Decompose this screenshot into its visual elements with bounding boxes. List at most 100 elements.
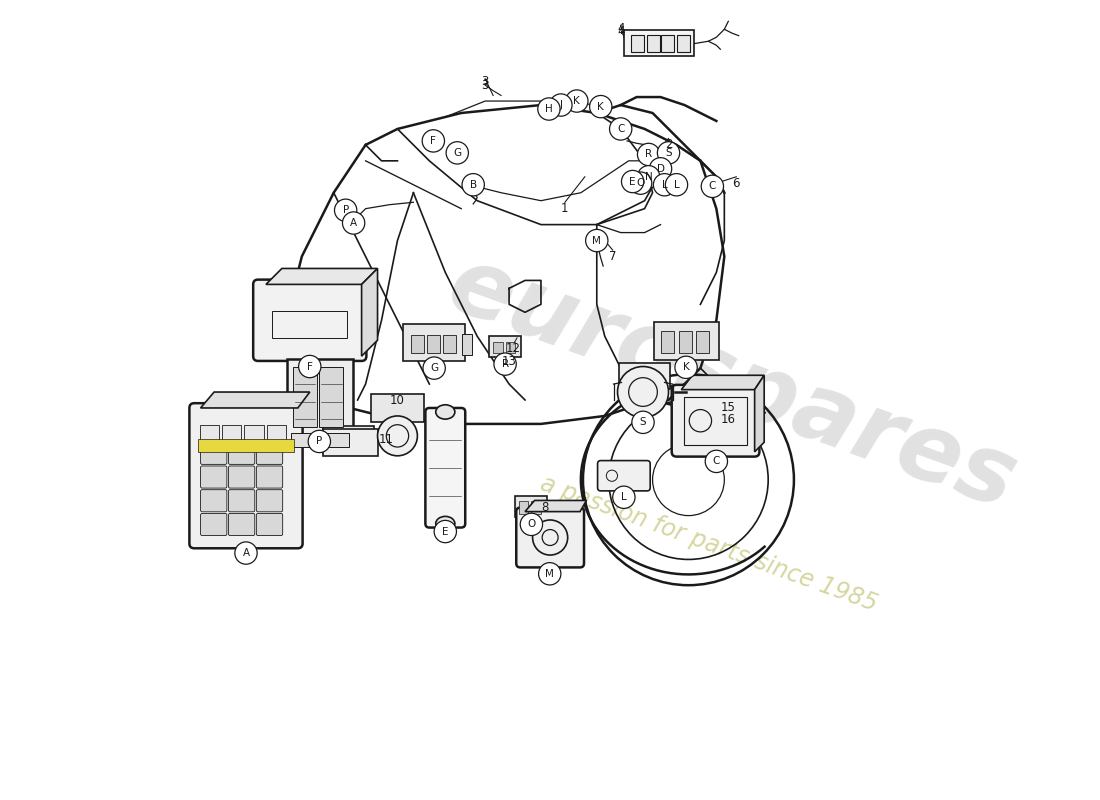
- Circle shape: [342, 212, 365, 234]
- Text: M: M: [546, 569, 554, 578]
- FancyBboxPatch shape: [198, 438, 294, 452]
- FancyBboxPatch shape: [256, 466, 283, 488]
- Text: 6: 6: [733, 177, 740, 190]
- Text: 7: 7: [609, 250, 616, 263]
- Text: R: R: [502, 359, 508, 369]
- Text: 4: 4: [617, 22, 625, 35]
- FancyBboxPatch shape: [619, 363, 670, 389]
- Text: 11: 11: [378, 434, 394, 446]
- FancyBboxPatch shape: [200, 514, 227, 535]
- Text: S: S: [666, 148, 672, 158]
- Circle shape: [234, 542, 257, 564]
- FancyBboxPatch shape: [229, 466, 255, 488]
- FancyBboxPatch shape: [266, 425, 286, 444]
- Circle shape: [617, 366, 669, 418]
- Text: N: N: [645, 172, 652, 182]
- FancyBboxPatch shape: [200, 425, 219, 444]
- FancyBboxPatch shape: [443, 335, 455, 353]
- FancyBboxPatch shape: [678, 35, 690, 53]
- Text: 15: 15: [720, 402, 736, 414]
- Circle shape: [653, 174, 675, 196]
- Circle shape: [539, 562, 561, 585]
- Text: F: F: [307, 362, 312, 371]
- FancyBboxPatch shape: [516, 508, 584, 567]
- FancyBboxPatch shape: [661, 35, 674, 53]
- FancyBboxPatch shape: [531, 502, 541, 514]
- Circle shape: [434, 520, 456, 542]
- Circle shape: [658, 142, 680, 164]
- FancyBboxPatch shape: [624, 30, 694, 56]
- Circle shape: [308, 430, 330, 453]
- Ellipse shape: [436, 405, 455, 419]
- Text: 3: 3: [482, 74, 488, 88]
- FancyBboxPatch shape: [229, 514, 255, 535]
- FancyBboxPatch shape: [403, 324, 465, 361]
- Text: L: L: [673, 180, 680, 190]
- Circle shape: [377, 416, 417, 456]
- Text: C: C: [708, 182, 716, 191]
- Circle shape: [637, 143, 660, 166]
- Polygon shape: [362, 269, 377, 356]
- Circle shape: [334, 199, 356, 222]
- Text: 2: 2: [664, 138, 672, 151]
- FancyBboxPatch shape: [222, 425, 241, 444]
- FancyBboxPatch shape: [322, 429, 377, 456]
- Text: G: G: [430, 363, 438, 373]
- FancyBboxPatch shape: [371, 394, 424, 422]
- Text: G: G: [453, 148, 461, 158]
- Text: E: E: [629, 177, 636, 186]
- Circle shape: [631, 411, 654, 434]
- Text: K: K: [573, 96, 580, 106]
- Text: K: K: [597, 102, 604, 112]
- Circle shape: [649, 158, 672, 180]
- Polygon shape: [266, 269, 377, 285]
- Text: B: B: [470, 180, 476, 190]
- Text: 13: 13: [502, 355, 517, 368]
- Circle shape: [424, 357, 446, 379]
- Circle shape: [538, 98, 560, 120]
- FancyBboxPatch shape: [679, 331, 692, 353]
- FancyBboxPatch shape: [661, 331, 674, 353]
- Ellipse shape: [436, 516, 455, 530]
- FancyBboxPatch shape: [493, 342, 503, 353]
- Circle shape: [590, 95, 612, 118]
- Text: 12: 12: [506, 342, 520, 354]
- FancyBboxPatch shape: [597, 461, 650, 491]
- FancyBboxPatch shape: [244, 425, 264, 444]
- Text: D: D: [657, 164, 664, 174]
- FancyBboxPatch shape: [290, 434, 349, 447]
- Text: J: J: [560, 100, 562, 110]
- Text: 16: 16: [720, 414, 736, 426]
- FancyBboxPatch shape: [189, 403, 302, 548]
- FancyBboxPatch shape: [427, 335, 440, 353]
- Text: O: O: [527, 519, 536, 530]
- Text: 3: 3: [482, 78, 488, 91]
- FancyBboxPatch shape: [229, 490, 255, 512]
- Circle shape: [666, 174, 688, 196]
- Circle shape: [298, 355, 321, 378]
- Circle shape: [462, 174, 484, 196]
- Circle shape: [550, 94, 572, 116]
- FancyBboxPatch shape: [319, 366, 343, 427]
- Circle shape: [585, 230, 608, 252]
- Text: a passion for parts since 1985: a passion for parts since 1985: [537, 471, 880, 616]
- Text: K: K: [683, 362, 690, 372]
- Polygon shape: [681, 375, 764, 390]
- FancyBboxPatch shape: [506, 342, 516, 353]
- FancyBboxPatch shape: [426, 408, 465, 527]
- FancyBboxPatch shape: [200, 442, 227, 464]
- Circle shape: [621, 170, 643, 193]
- Circle shape: [565, 90, 588, 112]
- Polygon shape: [200, 392, 310, 408]
- Circle shape: [629, 172, 652, 194]
- FancyBboxPatch shape: [654, 322, 718, 360]
- FancyBboxPatch shape: [293, 366, 317, 427]
- Circle shape: [701, 175, 724, 198]
- Text: 4: 4: [617, 25, 625, 38]
- FancyBboxPatch shape: [287, 358, 353, 435]
- FancyBboxPatch shape: [229, 442, 255, 464]
- Circle shape: [613, 486, 635, 509]
- Circle shape: [609, 118, 631, 140]
- Polygon shape: [525, 501, 586, 512]
- FancyBboxPatch shape: [200, 490, 227, 512]
